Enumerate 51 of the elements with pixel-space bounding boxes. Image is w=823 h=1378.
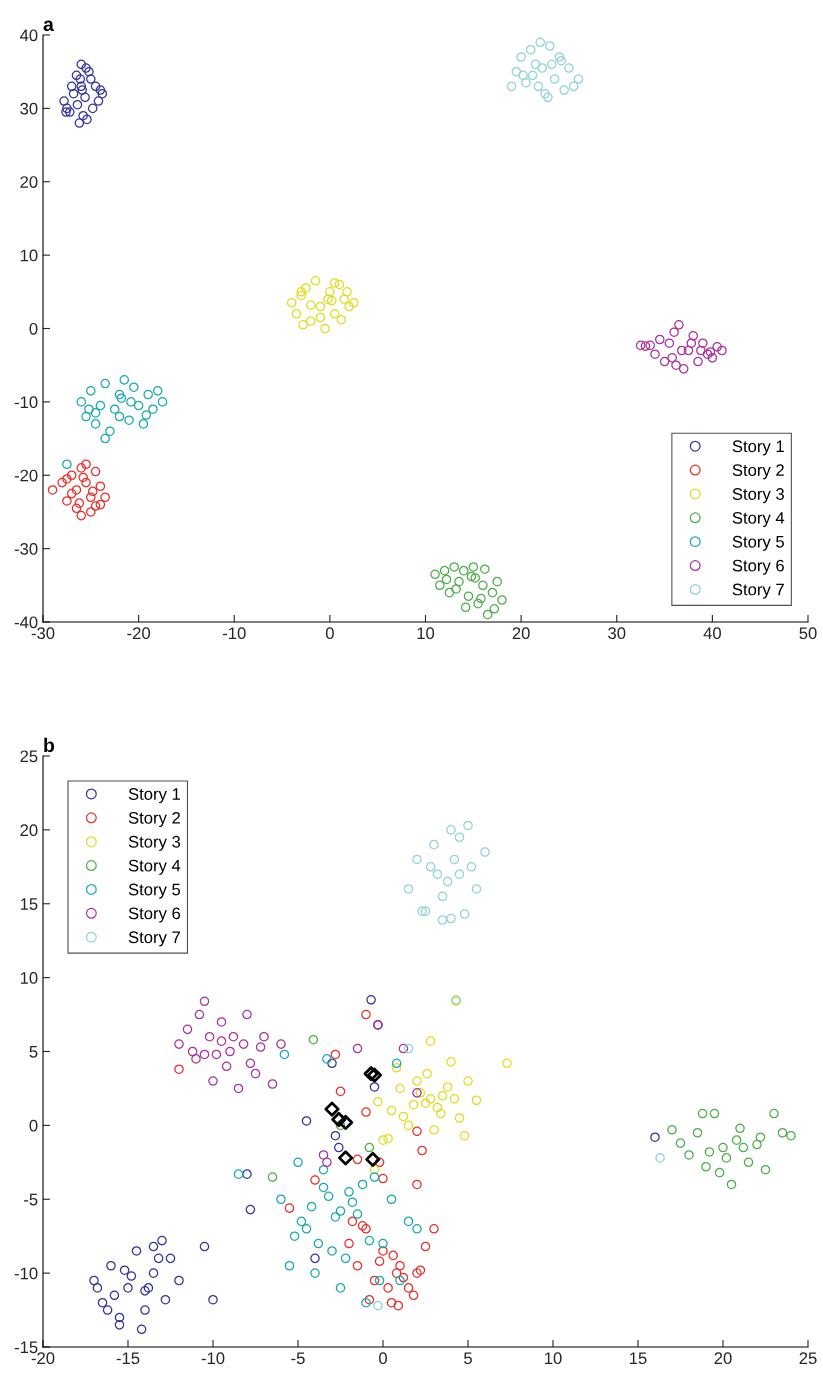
y-tick-label: 0: [29, 1119, 38, 1132]
y-tick-label: 25: [20, 750, 38, 763]
y-tick-label: -40: [14, 616, 38, 629]
x-tick-label: 25: [799, 1352, 817, 1365]
x-tick-label: -10: [201, 1352, 225, 1365]
legend-label: Story 3: [128, 835, 181, 851]
y-tick-label: 10: [20, 972, 38, 984]
legend-label: Story 6: [732, 559, 784, 575]
x-tick-label: 5: [464, 1352, 472, 1365]
y-tick-label: 5: [29, 1046, 38, 1058]
x-tick-label: -15: [116, 1352, 140, 1365]
y-tick-label: 15: [20, 898, 38, 910]
legend-label: Story 5: [732, 535, 784, 551]
legend-label: Story 7: [732, 583, 784, 599]
y-tick-label: 0: [29, 322, 38, 335]
x-tick-label: 30: [608, 627, 626, 640]
y-tick-label: 20: [20, 176, 38, 188]
y-tick-label: -5: [24, 1193, 38, 1206]
x-tick-label: -5: [291, 1352, 305, 1365]
legend-label: Story 2: [128, 811, 180, 828]
legend-label: Story 6: [128, 907, 181, 923]
x-tick-label: 40: [703, 627, 721, 640]
y-tick-label: -30: [14, 543, 38, 555]
legend-label: Story 3: [732, 488, 784, 504]
x-tick-label: 15: [630, 1352, 647, 1365]
y-tick-label: -10: [14, 396, 38, 409]
legend-label: Story 7: [128, 931, 180, 947]
legend-label: Story 4: [732, 511, 785, 528]
y-tick-label: 20: [20, 824, 38, 837]
x-tick-label: 0: [325, 627, 334, 640]
x-tick-label: 10: [417, 627, 435, 640]
x-tick-label: 0: [379, 1352, 387, 1365]
y-tick-label: -10: [14, 1267, 38, 1280]
legend-label: Story 1: [732, 440, 784, 456]
y-tick-label: -15: [14, 1341, 38, 1354]
y-tick-label: 40: [19, 29, 38, 42]
legend-label: Story 5: [128, 883, 181, 899]
x-tick-label: -10: [222, 627, 246, 640]
x-tick-label: 50: [799, 627, 817, 640]
x-tick-label: 20: [714, 1352, 732, 1365]
legend-label: Story 4: [128, 859, 181, 875]
x-tick-label: 10: [545, 1352, 562, 1365]
legend-label: Story 1: [128, 788, 180, 804]
y-tick-label: -20: [14, 469, 38, 482]
chart-title: b: [44, 737, 55, 753]
chart-title: a: [43, 20, 54, 32]
y-tick-label: 30: [20, 102, 38, 115]
x-tick-label: -20: [127, 627, 151, 640]
x-tick-label: 20: [512, 627, 530, 640]
legend-label: Story 2: [732, 464, 784, 480]
y-tick-label: 10: [20, 249, 38, 262]
